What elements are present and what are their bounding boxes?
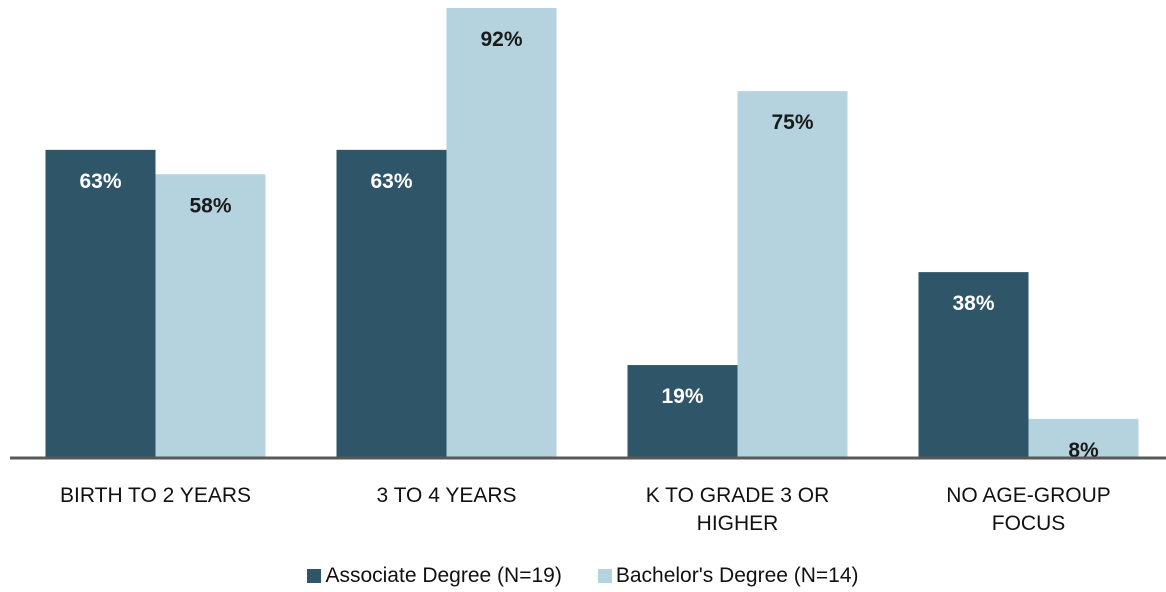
legend-swatch — [307, 569, 322, 583]
bar — [737, 91, 848, 459]
bar — [155, 174, 266, 458]
x-tick-label: NO AGE-GROUP FOCUS — [946, 484, 1111, 535]
data-label: 38% — [952, 292, 994, 315]
data-label: 63% — [370, 170, 412, 193]
x-tick-label: K TO GRADE 3 OR HIGHER — [645, 484, 830, 535]
legend-swatch — [597, 569, 612, 583]
bar — [336, 149, 447, 458]
bar — [1028, 418, 1139, 458]
data-label: 8% — [1068, 439, 1099, 462]
legend-label: Associate Degree (N=19) — [325, 564, 562, 587]
legend: Associate Degree (N=19) Bachelor's Degree… — [0, 564, 1166, 588]
x-tick-label: BIRTH TO 2 YEARS — [59, 484, 252, 507]
bar — [45, 149, 156, 458]
legend-item: Associate Degree (N=19) — [307, 564, 562, 588]
data-label: 75% — [771, 111, 813, 134]
legend-item: Bachelor's Degree (N=14) — [597, 564, 859, 588]
bar — [446, 8, 557, 458]
data-label: 58% — [189, 194, 231, 217]
data-label: 63% — [79, 170, 121, 193]
legend-label: Bachelor's Degree (N=14) — [615, 564, 859, 587]
data-label: 92% — [480, 28, 522, 51]
x-tick-label: 3 TO 4 YEARS — [376, 484, 517, 507]
bar — [627, 365, 738, 458]
data-label: 19% — [661, 385, 703, 408]
bar — [918, 272, 1029, 458]
